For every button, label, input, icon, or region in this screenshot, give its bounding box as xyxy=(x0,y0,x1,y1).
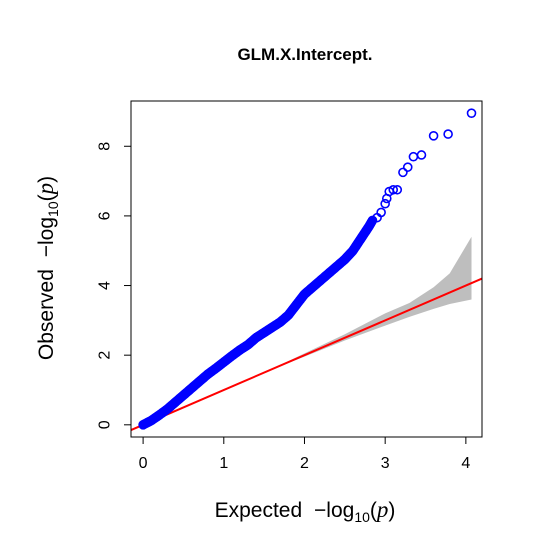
x-axis-label-prefix: Expected xyxy=(215,499,303,522)
x-tick-label: 3 xyxy=(381,455,390,472)
observed-point xyxy=(416,150,427,160)
y-tick-label: 2 xyxy=(97,351,114,360)
observed-point xyxy=(380,198,390,209)
reference-line xyxy=(130,277,483,431)
y-axis-label-minus: − xyxy=(35,245,58,257)
x-tick-label: 0 xyxy=(139,455,148,472)
x-axis-label-var: p xyxy=(375,497,389,522)
x-axis-label-sub: 10 xyxy=(354,509,370,525)
y-tick-label: 0 xyxy=(97,420,114,429)
observed-point xyxy=(398,167,408,178)
observed-point xyxy=(443,129,453,139)
x-tick-label: 4 xyxy=(461,455,470,472)
y-tick-label: 8 xyxy=(97,142,114,151)
x-axis-label-minus: − xyxy=(314,499,326,522)
y-axis-label-log: log xyxy=(35,217,58,245)
plot-frame xyxy=(130,100,483,438)
observed-point xyxy=(466,108,477,118)
observed-point xyxy=(376,207,386,218)
chart-title: GLM.X.Intercept. xyxy=(237,45,372,64)
x-axis: 0 1 2 3 4 xyxy=(139,436,470,472)
observed-point xyxy=(388,184,399,195)
y-axis-label: Observed −log10(p) xyxy=(33,176,61,360)
confidence-band-polygon xyxy=(143,236,472,425)
y-tick-label: 6 xyxy=(97,211,114,220)
y-tick-label: 4 xyxy=(97,281,114,290)
y-axis-label-prefix: Observed xyxy=(35,269,58,360)
confidence-band xyxy=(143,236,472,425)
y-axis-label-sub: 10 xyxy=(45,201,61,217)
y-axis-label-close: ) xyxy=(35,176,58,183)
x-axis-label-log: log xyxy=(326,499,354,522)
x-axis-label: Expected −log10(p) xyxy=(215,497,396,525)
x-axis-label-close: ) xyxy=(388,499,395,522)
x-tick-label: 2 xyxy=(300,455,309,472)
x-tick-label: 1 xyxy=(219,455,228,472)
observed-point xyxy=(392,184,403,195)
x-axis-label-open: ( xyxy=(370,499,377,522)
y-axis: 0 2 4 6 8 xyxy=(97,142,132,429)
observed-point xyxy=(428,131,439,141)
reference-line-layer xyxy=(130,277,483,431)
observed-points xyxy=(138,108,477,430)
y-axis-label-open: ( xyxy=(35,194,58,201)
observed-point xyxy=(402,162,413,172)
y-axis-label-var: p xyxy=(33,183,58,197)
observed-point xyxy=(408,151,419,162)
